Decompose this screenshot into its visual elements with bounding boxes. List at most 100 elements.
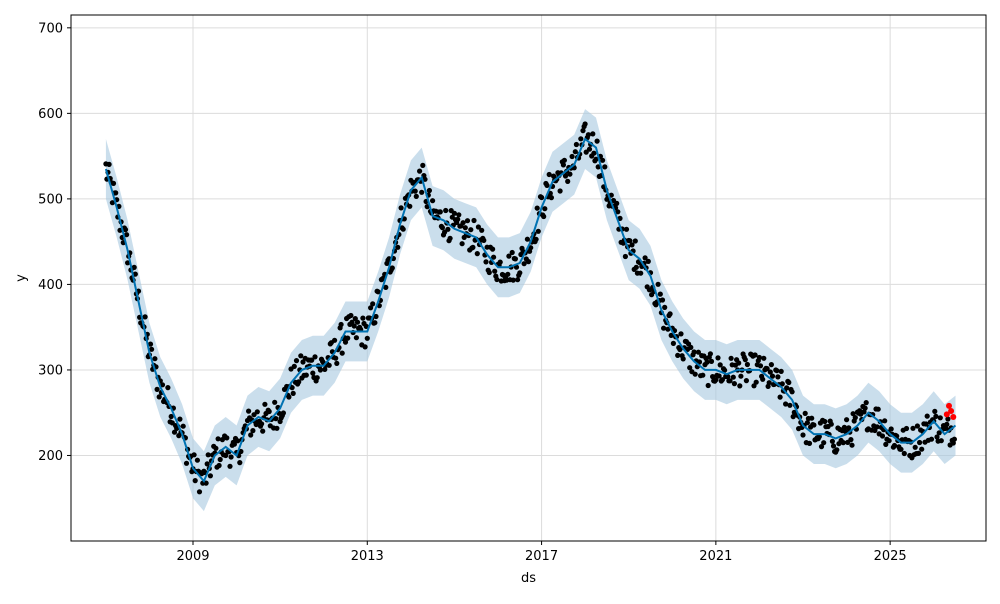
observed-point <box>586 146 593 152</box>
observed-point <box>818 444 825 450</box>
observed-point <box>707 351 714 357</box>
observed-point <box>936 430 942 436</box>
observed-point <box>802 410 808 416</box>
observed-point <box>744 361 751 368</box>
observed-point <box>237 460 243 466</box>
observed-point <box>753 379 759 385</box>
observed-point <box>354 319 361 325</box>
observed-point <box>262 401 268 407</box>
observed-point <box>535 228 541 234</box>
observed-point <box>708 358 715 364</box>
observed-point <box>728 355 734 361</box>
observed-point <box>752 352 758 358</box>
observed-point <box>260 428 266 434</box>
observed-point <box>924 413 930 419</box>
observed-point <box>231 441 237 447</box>
observed-point <box>569 153 575 160</box>
observed-point <box>828 421 834 427</box>
observed-point <box>700 372 706 378</box>
observed-point <box>533 236 539 242</box>
observed-point <box>822 418 828 425</box>
observed-point <box>951 436 958 442</box>
recent-actual-point <box>946 402 952 409</box>
observed-point <box>192 478 198 484</box>
observed-point <box>593 156 599 162</box>
observed-point <box>479 227 485 233</box>
observed-point <box>591 150 597 156</box>
observed-point <box>915 450 922 456</box>
observed-point <box>727 378 733 384</box>
observed-point <box>322 366 328 372</box>
observed-point <box>731 381 738 387</box>
observed-point <box>372 320 378 326</box>
observed-point <box>696 359 703 365</box>
observed-point <box>933 413 939 419</box>
observed-point <box>383 284 389 290</box>
observed-point <box>789 389 795 395</box>
observed-point <box>368 305 374 311</box>
observed-point <box>524 236 531 242</box>
observed-point <box>917 439 923 446</box>
x-tick-label: 2013 <box>351 549 384 564</box>
observed-point <box>360 315 366 321</box>
observed-point <box>228 454 234 460</box>
observed-point <box>775 374 781 380</box>
observed-point <box>841 424 848 430</box>
observed-point <box>546 171 552 178</box>
observed-point <box>349 319 355 325</box>
observed-point <box>521 261 527 267</box>
observed-point <box>110 180 117 186</box>
observed-point <box>259 421 265 427</box>
observed-point <box>761 355 767 361</box>
observed-point <box>928 436 935 442</box>
observed-point <box>455 216 461 222</box>
observed-point <box>168 413 174 420</box>
observed-point <box>363 323 369 329</box>
observed-point <box>923 421 929 427</box>
observed-point <box>154 386 160 392</box>
recent-actual-point <box>950 414 957 420</box>
observed-point <box>557 188 563 194</box>
observed-point <box>594 138 600 144</box>
recent-actual-point <box>948 408 955 414</box>
observed-point <box>561 157 568 163</box>
observed-point <box>710 374 716 380</box>
observed-point <box>582 121 588 127</box>
observed-point <box>879 433 886 439</box>
observed-point <box>191 452 197 458</box>
observed-point <box>627 238 633 244</box>
observed-point <box>849 442 855 448</box>
observed-point <box>705 382 711 389</box>
observed-point <box>778 368 784 374</box>
observed-point <box>784 385 790 391</box>
observed-point <box>670 340 677 346</box>
observed-point <box>769 373 776 379</box>
observed-point <box>310 370 316 376</box>
observed-point <box>688 344 694 350</box>
observed-point <box>638 270 644 276</box>
observed-point <box>205 452 211 458</box>
observed-point <box>678 331 684 337</box>
observed-point <box>786 379 792 386</box>
observed-point <box>691 349 697 355</box>
observed-point <box>505 271 511 277</box>
y-axis-label: y <box>14 274 29 282</box>
observed-point <box>551 173 557 179</box>
observed-point <box>437 209 443 215</box>
observed-point <box>840 440 846 446</box>
observed-point <box>124 232 130 238</box>
red-layer <box>943 402 957 420</box>
observed-point <box>296 379 302 385</box>
observed-point <box>273 416 279 422</box>
observed-point <box>809 415 815 421</box>
observed-point <box>944 421 950 427</box>
band-layer <box>105 109 956 512</box>
observed-point <box>567 171 573 177</box>
line-layer <box>104 137 957 483</box>
observed-point <box>573 141 580 148</box>
observed-point <box>602 164 608 170</box>
observed-point <box>704 359 710 365</box>
observed-point <box>743 378 750 384</box>
observed-point <box>413 193 419 199</box>
